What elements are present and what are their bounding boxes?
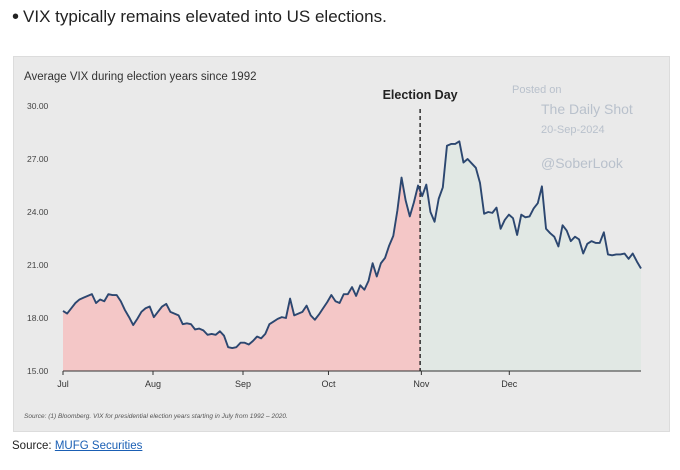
bullet-glyph: • — [12, 6, 20, 28]
source-link[interactable]: MUFG Securities — [54, 440, 143, 452]
chart-source-note: Source: (1) Bloomberg. VIX for president… — [24, 413, 288, 420]
y-tick-label: 18.00 — [27, 313, 49, 323]
x-tick-label: Oct — [321, 379, 336, 389]
y-tick-label: 27.00 — [27, 154, 49, 164]
watermark-date: 20-Sep-2024 — [541, 124, 605, 136]
page-source: Source: MUFG Securities — [12, 440, 142, 452]
source-label: Source: — [12, 440, 52, 452]
x-tick-label: Jul — [57, 379, 69, 389]
x-tick-label: Sep — [235, 379, 251, 389]
x-tick-label: Dec — [501, 379, 518, 389]
y-tick-label: 30.00 — [27, 101, 49, 111]
watermark-name: The Daily Shot — [541, 101, 633, 117]
chart-title: Average VIX during election years since … — [24, 71, 257, 83]
post-election-area — [420, 141, 641, 371]
y-tick-label: 15.00 — [27, 366, 49, 376]
vix-chart: 15.00 18.00 21.00 24.00 27.00 30.00 Jul Aug Sep O… — [27, 88, 642, 389]
headline: • VIX typically remains elevated into US … — [12, 6, 387, 29]
watermark-handle: @SoberLook — [541, 155, 623, 171]
y-tick-label: 21.00 — [27, 260, 49, 270]
y-tick-label: 24.00 — [27, 207, 49, 217]
x-tick-label: Nov — [413, 379, 430, 389]
headline-text: VIX typically remains elevated into US e… — [23, 7, 387, 26]
election-day-label: Election Day — [383, 88, 458, 102]
watermark-posted: Posted on — [512, 84, 562, 96]
x-tick-label: Aug — [145, 379, 161, 389]
vix-series-line — [62, 140, 642, 349]
pre-election-area — [63, 177, 421, 371]
chart-panel: 15.00 18.00 21.00 24.00 27.00 30.00 Jul Aug Sep O… — [13, 56, 670, 432]
